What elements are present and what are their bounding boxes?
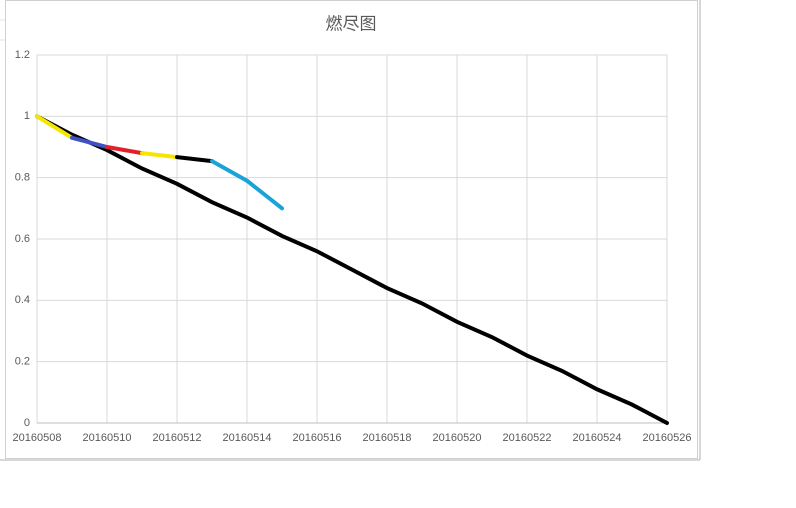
x-tick-label: 20160508	[13, 432, 62, 444]
x-tick-label: 20160516	[293, 432, 342, 444]
line-segment	[245, 178, 284, 211]
line	[35, 114, 669, 425]
line-segment	[105, 145, 144, 156]
y-tick-label: 0.8	[15, 172, 30, 184]
y-tick-label: 1.2	[15, 49, 30, 61]
line-segment	[210, 159, 249, 183]
line-segment	[175, 155, 214, 164]
line-segment	[140, 151, 179, 160]
x-tick-label: 20160520	[433, 432, 482, 444]
x-tick-label: 20160514	[223, 432, 272, 444]
y-tick-label: 0.6	[15, 233, 30, 245]
x-tick-label: 20160526	[643, 432, 692, 444]
y-tick-label: 0.4	[15, 294, 30, 306]
chart-area	[5, 0, 698, 459]
x-tick-label: 20160512	[153, 432, 202, 444]
line-segment	[70, 135, 109, 149]
x-tick-label: 20160522	[503, 432, 552, 444]
y-tick-label: 1	[24, 110, 30, 122]
y-tick-label: 0.2	[15, 356, 30, 368]
x-tick-label: 20160510	[83, 432, 132, 444]
x-tick-label: 20160524	[573, 432, 622, 444]
y-tick-label: 0	[24, 417, 30, 429]
chart-title: 燃尽图	[326, 14, 377, 33]
line-segment	[35, 114, 74, 140]
x-tick-label: 20160518	[363, 432, 412, 444]
